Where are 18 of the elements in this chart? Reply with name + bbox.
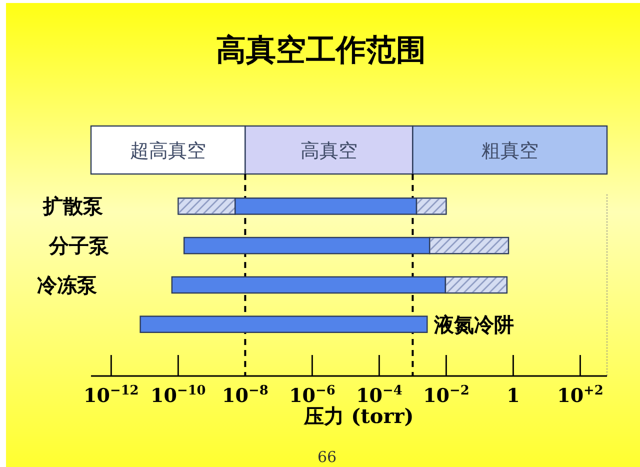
x-tick-label: 10$^{−10}$ [150, 383, 206, 407]
title: 高真空工作范围 [216, 33, 426, 68]
x-tick-label: 1 [506, 385, 520, 407]
x-tick-label: 10$^{−8}$ [222, 383, 268, 407]
x-tick-label: 10$^{−2}$ [423, 383, 470, 407]
x-tick-label: 10$^{−12}$ [84, 383, 139, 407]
x-tick-label: 10$^{−6}$ [289, 383, 336, 407]
annotation: 66 [317, 448, 337, 466]
series-label: 高真空 [300, 140, 358, 162]
category-label: 分子泵 [49, 234, 110, 258]
category-label: 液氮冷阱 [434, 312, 514, 336]
category-label: 冷冻泵 [36, 272, 97, 297]
category-label: 扩散泵 [43, 194, 104, 218]
x-tick-label: 10$^{+2}$ [557, 383, 604, 407]
series-label: 超高真空 [130, 140, 206, 162]
x-axis-title: 压力 (torr) [304, 404, 414, 428]
series-label: 粗真空 [481, 140, 538, 162]
x-tick-label: 10$^{−4}$ [356, 383, 402, 407]
